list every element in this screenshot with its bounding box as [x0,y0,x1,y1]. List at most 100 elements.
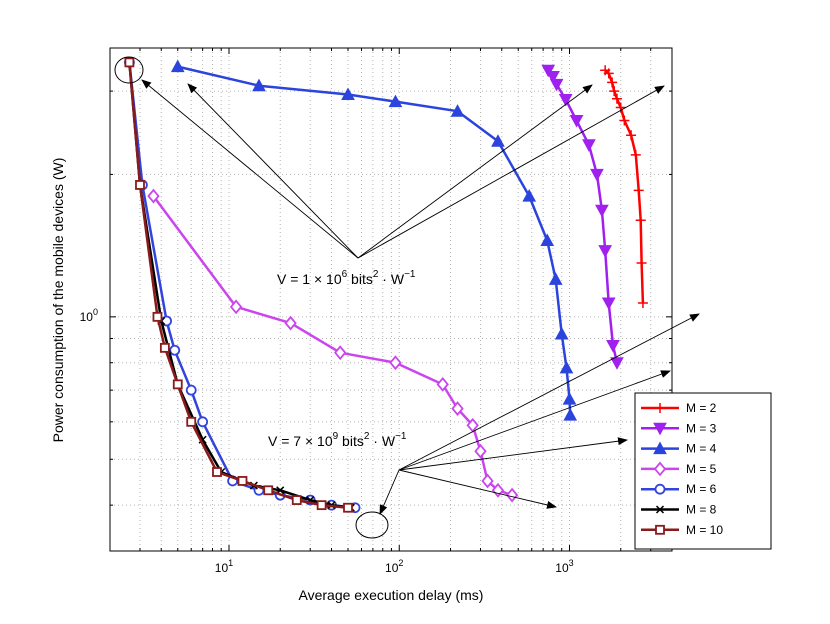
data-point [559,360,574,374]
data-point [563,408,578,421]
data-point [316,500,327,511]
legend-item: M = 6 [641,482,717,496]
data-point [569,115,584,128]
legend-swatch-marker [653,461,667,477]
data-point [619,115,630,126]
annotation-v1-main: V = 1 × 10 [277,271,342,287]
data-point [606,339,620,353]
annotation-arrow [357,84,593,259]
data-point [546,71,560,84]
data-point [582,139,596,152]
data-point [172,379,183,390]
data-point [152,311,163,322]
annotation-arrow [398,313,700,471]
annotation-v2-w-exp: −1 [395,431,407,442]
legend-item: M = 2 [641,401,717,415]
data-point [609,86,620,97]
x-tick-label: 102 [385,558,403,575]
x-tick-label-exp: 3 [569,558,574,568]
data-point [633,185,644,196]
x-tick-label: 103 [555,558,573,575]
data-point [558,93,573,107]
annotation-arrow [357,85,665,259]
data-point [541,64,556,78]
legend-label: M = 5 [686,462,717,476]
annotation-arrow [398,437,628,471]
annotation-v2: V = 7 × 109 bits2 · W−1 [268,431,407,449]
annotation-v2-exp: 9 [333,431,339,442]
legend-label: M = 6 [686,482,717,496]
data-point [540,233,555,246]
data-point [159,342,170,353]
axis-ticks [109,48,673,551]
annotation-v1: V = 1 × 106 bits2 · W−1 [277,269,416,287]
highlight-circle-bottom [355,511,389,539]
legend-swatch-marker [653,441,667,455]
data-point [341,87,355,101]
data-point [548,272,563,285]
legend-label: M = 8 [686,503,717,517]
data-point [636,257,647,268]
data-point [491,482,505,498]
annotation-v1-w: · W [378,271,404,287]
data-point [595,204,609,218]
data-point [451,401,464,416]
y-tick-label: 100 [80,307,98,324]
data-point [481,473,494,489]
data-point [474,443,487,459]
legend-label: M = 4 [686,442,717,456]
data-point [505,487,519,503]
annotation-arrow [398,469,557,509]
annotation-arrow [187,83,359,259]
annotation-v2-main: V = 7 × 10 [268,433,333,449]
y-axis-label: Power consumption of the mobile devices … [50,158,66,443]
annotation-v1-unit-exp: 2 [373,269,379,280]
data-point [263,485,274,496]
data-point [334,345,347,361]
x-axis-label: Average execution delay (ms) [299,587,484,603]
data-point [522,189,537,202]
x-tick-label-base: 10 [215,561,229,575]
data-point [170,59,185,73]
series-line [547,69,619,363]
data-point [590,168,604,182]
annotation-v1-exp: 6 [342,269,348,280]
data-point [603,68,614,79]
y-tick-label-base: 10 [80,310,94,324]
legend-swatch-marker [655,403,665,413]
data-point [124,57,135,68]
x-tick-label: 101 [215,558,233,575]
series-m=4 [170,59,578,421]
data-point [562,392,577,405]
data-point [554,326,569,340]
annotation-arrow [141,79,359,259]
annotation-v2-w: · W [369,433,395,449]
data-point [637,297,648,308]
series-m=10 [124,57,353,513]
legend-swatch-marker [655,524,665,535]
data-point [598,245,613,258]
data-point [291,495,302,505]
legend-item: M = 3 [641,421,717,436]
legend-swatch-marker [653,422,667,436]
data-point [212,467,222,477]
data-point [388,94,403,108]
data-point [630,149,641,160]
y-tick-labels: 100 [80,307,98,324]
data-point [601,297,616,310]
series-line [177,65,572,416]
data-point [610,357,624,370]
legend-label: M = 2 [686,401,717,415]
annotation-arrows [141,79,700,515]
annotation-v1-w-exp: −1 [404,269,416,280]
grid-lines [109,48,673,551]
data-point [389,355,402,371]
legend-item: M = 5 [641,461,717,477]
legend-label: M = 3 [686,421,717,435]
data-point [549,78,564,92]
data-point [229,299,243,315]
annotation-arrow [398,370,671,471]
series-m=5 [147,188,519,503]
series-line [604,69,645,304]
